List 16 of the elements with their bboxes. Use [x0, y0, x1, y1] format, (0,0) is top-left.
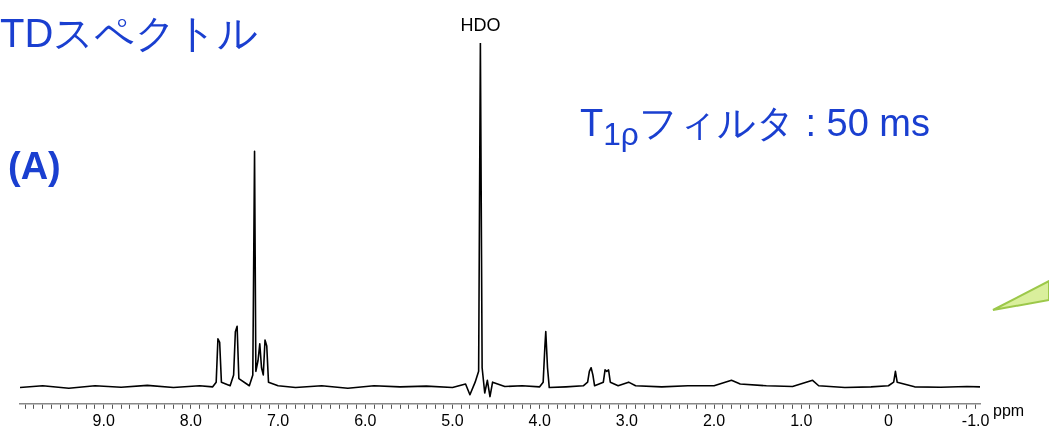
annotation: (A) — [8, 145, 61, 188]
x-tick-label: 5.0 — [441, 411, 464, 429]
x-tick-label: 9.0 — [92, 411, 115, 429]
x-tick-label: 0 — [883, 411, 893, 429]
x-tick-label: 3.0 — [615, 411, 639, 429]
annotation: HDO — [460, 14, 501, 35]
annotation: T$_{1ρ}$フィルタ : 50 ms — [580, 101, 930, 153]
x-tick-label: 8.0 — [179, 411, 203, 429]
x-tick-label: 4.0 — [528, 411, 551, 429]
x-axis-title: ppm — [993, 402, 1025, 420]
x-tick-label: 1.0 — [790, 411, 813, 429]
x-tick-label: 2.0 — [702, 411, 726, 429]
chart-title: TDスペクトル — [0, 10, 259, 57]
x-tick-label: 6.0 — [354, 411, 377, 429]
x-tick-label: 7.0 — [266, 411, 290, 429]
x-tick-label: -1.0 — [961, 411, 990, 429]
